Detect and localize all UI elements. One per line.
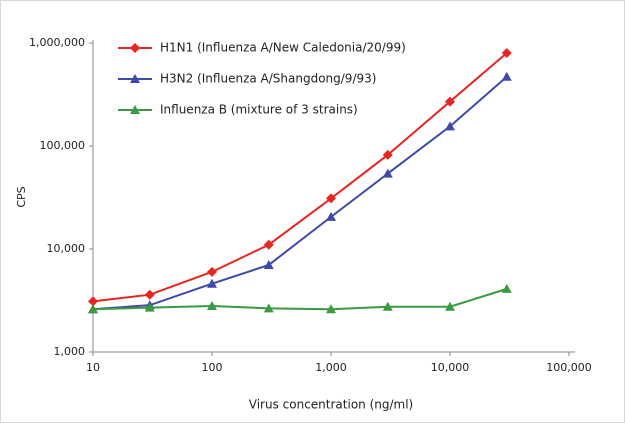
y-tick-label: 100,000: [40, 139, 86, 152]
series-line: [92, 76, 508, 311]
y-tick-label: 10,000: [47, 242, 86, 255]
legend-label: Influenza B (mixture of 3 strains): [160, 103, 358, 117]
marker: [263, 303, 274, 313]
marker: [207, 278, 217, 288]
marker: [88, 296, 98, 307]
y-tick-label: 1,000,000: [29, 36, 85, 49]
marker: [501, 71, 512, 81]
x-tick-label: 100,000: [546, 361, 592, 374]
marker: [382, 168, 393, 178]
marker: [130, 105, 140, 114]
x-tick-label: 100: [202, 361, 223, 374]
x-tick-label: 1,000: [315, 361, 347, 374]
x-tick-label: 10: [86, 361, 100, 374]
marker: [501, 47, 512, 58]
marker: [382, 149, 393, 160]
legend-label: H3N2 (Influenza A/Shangdong/9/93): [160, 72, 376, 86]
marker: [207, 300, 217, 310]
marker: [445, 96, 455, 107]
marker: [501, 283, 512, 293]
marker: [445, 301, 455, 311]
marker: [144, 302, 155, 312]
marker: [263, 239, 274, 250]
marker: [88, 304, 98, 314]
x-tick-label: 10,000: [431, 361, 470, 374]
marker: [326, 193, 336, 204]
marker: [144, 289, 155, 300]
y-axis-label: CPS: [15, 186, 28, 207]
marker: [130, 74, 140, 83]
marker: [382, 301, 393, 311]
series-line: [92, 287, 508, 311]
legend-label: H1N1 (Influenza A/New Caledonia/20/99): [160, 41, 406, 55]
marker: [445, 121, 455, 131]
marker: [130, 43, 140, 53]
series-line: [92, 52, 508, 303]
marker: [263, 259, 274, 269]
marker: [326, 304, 336, 314]
x-axis-label: Virus concentration (ng/ml): [249, 398, 413, 412]
marker: [326, 211, 336, 221]
y-tick-label: 1,000: [54, 345, 86, 358]
marker: [207, 266, 217, 277]
